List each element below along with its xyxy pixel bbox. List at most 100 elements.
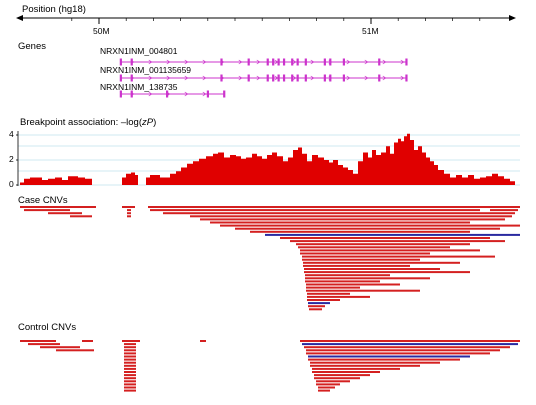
cnv-deletion	[235, 227, 500, 230]
genes-track-title: Genes	[18, 41, 46, 52]
association-bar	[456, 175, 462, 185]
strand-arrow	[310, 59, 315, 65]
strand-arrow	[292, 75, 297, 81]
position-axis	[16, 15, 516, 24]
exon	[291, 58, 294, 66]
cnv-deletion	[82, 340, 93, 342]
cnv-deletion	[124, 358, 136, 361]
association-bar	[20, 182, 24, 185]
association-bar	[24, 178, 30, 185]
exon	[282, 74, 286, 82]
cnv-deletion	[70, 215, 92, 218]
strand-arrow	[202, 75, 207, 81]
cnv-deletion	[124, 343, 136, 346]
cnv-deletion	[124, 386, 136, 389]
exon	[405, 74, 408, 82]
exon	[272, 74, 275, 82]
cnv-duplication	[265, 233, 520, 236]
association-title-prefix: Breakpoint association: –log(	[20, 117, 142, 128]
association-bar	[414, 150, 418, 185]
exon	[323, 58, 326, 66]
strand-arrow	[238, 75, 243, 81]
cnv-deletion	[28, 343, 60, 346]
exon	[329, 58, 332, 66]
cnv-deletion	[316, 383, 340, 386]
association-bar	[410, 140, 414, 185]
association-bar	[386, 146, 390, 185]
association-bar	[135, 175, 138, 185]
cnv-deletion	[490, 209, 518, 212]
strand-arrow	[202, 59, 207, 65]
cnv-deletion	[310, 364, 420, 367]
association-bar	[131, 172, 135, 185]
association-bar	[55, 177, 62, 185]
exon	[220, 74, 223, 82]
cnv-deletion	[124, 361, 136, 364]
association-bar	[272, 152, 277, 185]
association-bar	[170, 173, 176, 185]
strand-arrow	[202, 91, 207, 97]
strand-arrow	[256, 59, 261, 65]
association-bar	[333, 160, 338, 185]
association-bar	[126, 173, 131, 185]
cnv-deletion	[24, 209, 70, 212]
cnv-deletion	[150, 209, 480, 212]
cnv-deletion	[305, 274, 390, 277]
association-track-title: Breakpoint association: –log(zP)	[20, 117, 156, 128]
control-cnv-track	[20, 340, 520, 392]
association-bar	[368, 157, 372, 185]
exon	[291, 74, 294, 82]
association-bar	[312, 155, 318, 185]
association-bar	[407, 133, 410, 185]
cnv-deletion	[124, 355, 136, 358]
exon	[206, 90, 209, 98]
cnv-deletion	[124, 383, 136, 386]
exon	[296, 58, 299, 66]
cnv-deletion	[303, 264, 410, 267]
association-bar	[176, 171, 181, 185]
cnv-deletion	[250, 230, 470, 233]
case-cnv-track	[20, 206, 520, 311]
strand-arrow	[148, 59, 153, 65]
strand-arrow	[256, 75, 261, 81]
exon	[130, 90, 133, 98]
cnv-deletion	[307, 292, 350, 295]
cnv-deletion	[308, 305, 325, 308]
transcript-label-2: NRXN1INM_001135659	[100, 65, 192, 75]
strand-arrow	[382, 59, 387, 65]
association-bar	[262, 158, 267, 185]
association-bar	[358, 161, 363, 185]
association-bar	[78, 177, 85, 185]
cnv-deletion	[300, 252, 430, 255]
association-bar	[288, 157, 293, 185]
association-bar	[468, 175, 474, 185]
association-bar	[504, 178, 510, 185]
exon	[266, 74, 269, 82]
cnv-deletion	[127, 209, 131, 212]
association-bar	[363, 152, 368, 185]
association-bar	[422, 152, 426, 185]
strand-arrow	[310, 75, 315, 81]
association-bar	[353, 173, 358, 185]
y-tick-2: 2	[9, 154, 14, 164]
exon	[220, 58, 223, 66]
association-bar	[426, 157, 430, 185]
cnv-deletion	[124, 367, 136, 370]
transcript-label-1: NRXN1INM_004801	[100, 46, 178, 56]
association-bar	[338, 165, 343, 185]
cnv-deletion	[200, 340, 206, 342]
exon	[405, 58, 408, 66]
strand-arrow	[238, 59, 243, 65]
strand-arrow	[166, 75, 171, 81]
cnv-deletion	[298, 246, 450, 249]
exon	[277, 58, 280, 66]
exon	[247, 58, 250, 66]
association-bar	[376, 155, 381, 185]
cnv-deletion	[127, 215, 131, 218]
cnv-deletion	[300, 249, 480, 252]
cnv-deletion	[306, 286, 360, 289]
association-bar	[206, 156, 213, 185]
cnv-deletion	[210, 221, 470, 224]
cnv-deletion	[307, 299, 340, 301]
